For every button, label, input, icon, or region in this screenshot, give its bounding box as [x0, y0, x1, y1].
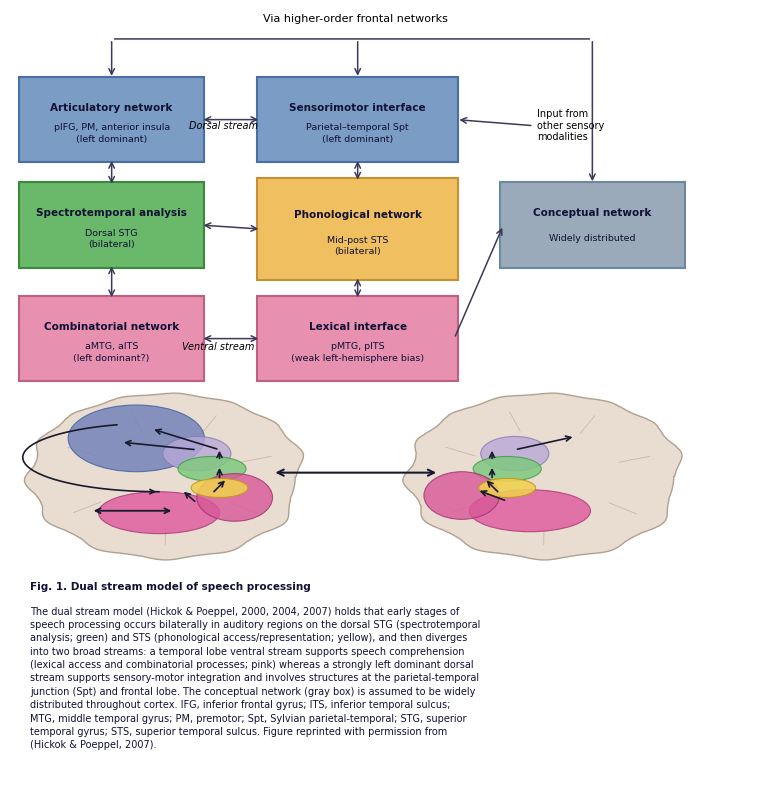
Ellipse shape	[197, 474, 273, 521]
FancyBboxPatch shape	[257, 296, 458, 381]
FancyBboxPatch shape	[19, 296, 204, 381]
Text: pMTG, pITS
(weak left-hemisphere bias): pMTG, pITS (weak left-hemisphere bias)	[291, 342, 424, 363]
Text: Phonological network: Phonological network	[294, 210, 422, 220]
Text: Dorsal STG
(bilateral): Dorsal STG (bilateral)	[86, 229, 138, 249]
Ellipse shape	[163, 436, 231, 470]
FancyBboxPatch shape	[257, 77, 458, 162]
Ellipse shape	[98, 491, 220, 534]
FancyBboxPatch shape	[500, 182, 685, 268]
Ellipse shape	[424, 472, 500, 519]
Ellipse shape	[478, 478, 536, 497]
Text: Mid-post STS
(bilateral): Mid-post STS (bilateral)	[327, 236, 388, 256]
Ellipse shape	[473, 457, 541, 481]
Text: Sensorimotor interface: Sensorimotor interface	[289, 103, 426, 113]
Text: Articulatory network: Articulatory network	[51, 103, 173, 113]
FancyBboxPatch shape	[19, 77, 204, 162]
Text: Lexical interface: Lexical interface	[309, 322, 407, 332]
Polygon shape	[403, 393, 682, 560]
Ellipse shape	[469, 490, 590, 532]
Text: Via higher-order frontal networks: Via higher-order frontal networks	[263, 15, 448, 24]
FancyBboxPatch shape	[257, 178, 458, 280]
Text: aMTG, aITS
(left dominant?): aMTG, aITS (left dominant?)	[73, 342, 150, 363]
Text: Widely distributed: Widely distributed	[549, 234, 636, 243]
Ellipse shape	[481, 436, 549, 470]
Text: Fig. 1. Dual stream model of speech processing: Fig. 1. Dual stream model of speech proc…	[30, 582, 311, 592]
FancyBboxPatch shape	[19, 182, 204, 268]
Text: Spectrotemporal analysis: Spectrotemporal analysis	[36, 208, 187, 218]
Text: Ventral stream: Ventral stream	[182, 342, 254, 352]
Text: Dorsal stream: Dorsal stream	[188, 121, 258, 131]
Ellipse shape	[68, 405, 204, 472]
Text: Conceptual network: Conceptual network	[533, 208, 652, 218]
Ellipse shape	[178, 457, 246, 481]
Polygon shape	[24, 393, 304, 560]
Text: Combinatorial network: Combinatorial network	[44, 322, 179, 332]
Text: Parietal–temporal Spt
(left dominant): Parietal–temporal Spt (left dominant)	[307, 123, 409, 144]
Ellipse shape	[192, 478, 248, 497]
Text: The dual stream model (Hickok & Poeppel, 2000, 2004, 2007) holds that early stag: The dual stream model (Hickok & Poeppel,…	[30, 607, 481, 750]
Text: pIFG, PM, anterior insula
(left dominant): pIFG, PM, anterior insula (left dominant…	[54, 123, 170, 144]
Text: Input from
other sensory
modalities: Input from other sensory modalities	[537, 109, 605, 142]
